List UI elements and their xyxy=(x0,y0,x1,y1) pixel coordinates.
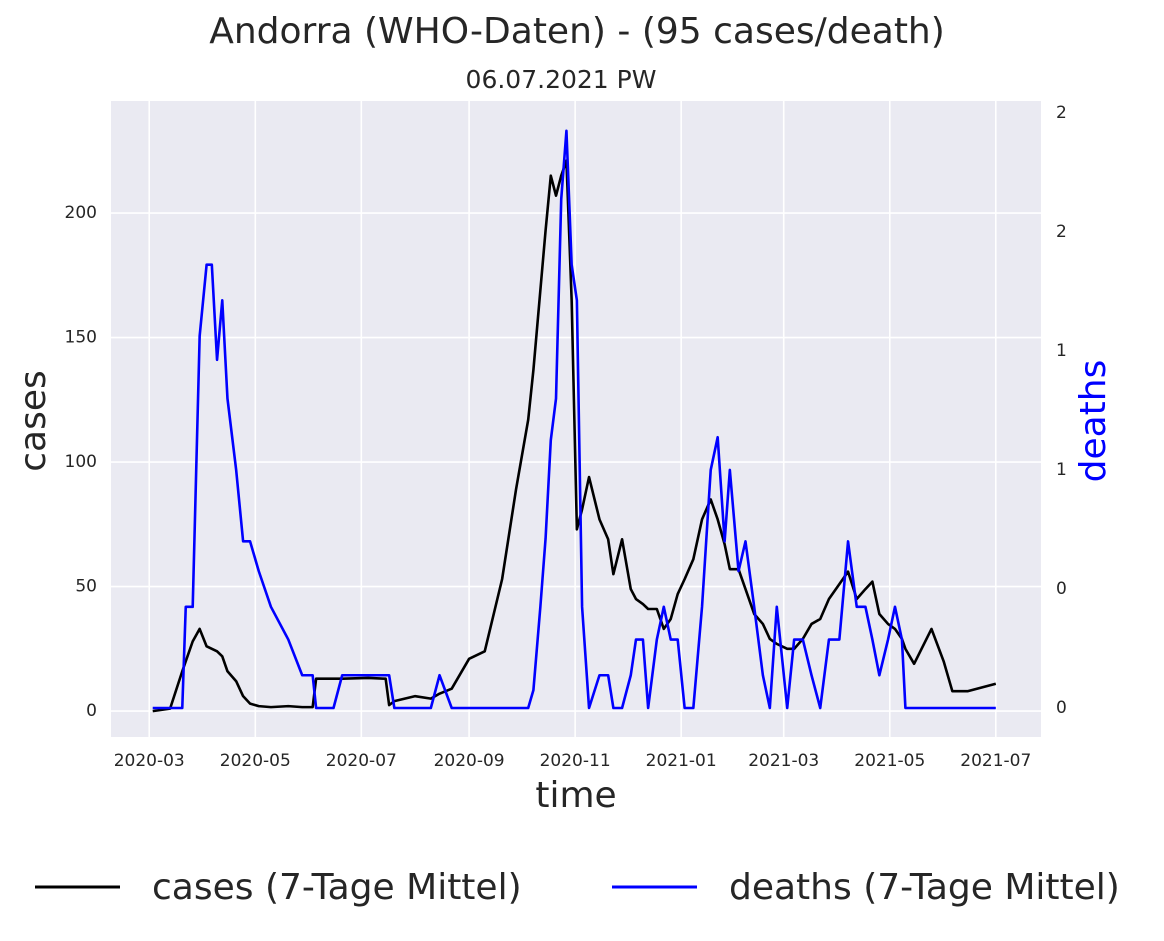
legend-label: cases (7-Tage Mittel) xyxy=(152,867,522,908)
x-tick-label: 2020-09 xyxy=(434,751,505,771)
x-tick-label: 2020-05 xyxy=(220,751,291,771)
y-axis-label: cases xyxy=(13,370,54,472)
legend-label: deaths (7-Tage Mittel) xyxy=(729,867,1120,908)
x-tick-label: 2021-03 xyxy=(748,751,819,771)
y2-tick-label: 1 xyxy=(1056,341,1067,361)
y2-tick-label: 0 xyxy=(1056,698,1067,718)
grid xyxy=(111,101,1041,737)
y-tick-label: 150 xyxy=(65,328,97,348)
y2-axis-label: deaths xyxy=(1073,360,1114,483)
y2-tick-label: 2 xyxy=(1056,222,1067,242)
x-tick-label: 2020-07 xyxy=(326,751,397,771)
x-axis-label: time xyxy=(535,775,616,816)
plot-background xyxy=(111,101,1041,737)
x-tick-label: 2020-11 xyxy=(540,751,611,771)
x-tick-label: 2021-05 xyxy=(854,751,925,771)
series-line xyxy=(152,159,997,713)
chart-subtitle: 06.07.2021 PW xyxy=(466,65,657,94)
y2-tick-label: 0 xyxy=(1056,579,1067,599)
legend: cases (7-Tage Mittel) deaths (7-Tage Mitt… xyxy=(35,867,1120,908)
y-tick-label: 50 xyxy=(75,577,97,597)
y-tick-label: 200 xyxy=(65,203,97,223)
x-tick-label: 2021-01 xyxy=(646,751,717,771)
lines xyxy=(152,129,997,713)
y-tick-label: 0 xyxy=(86,701,97,721)
chart-title: Andorra (WHO-Daten) - (95 cases/death) xyxy=(209,11,945,52)
x-tick-label: 2020-03 xyxy=(114,751,185,771)
series-line xyxy=(152,129,996,710)
y-tick-label: 100 xyxy=(65,452,97,472)
y2-tick-label: 1 xyxy=(1056,460,1067,480)
x-tick-label: 2021-07 xyxy=(960,751,1031,771)
y2-tick-label: 2 xyxy=(1056,103,1067,123)
